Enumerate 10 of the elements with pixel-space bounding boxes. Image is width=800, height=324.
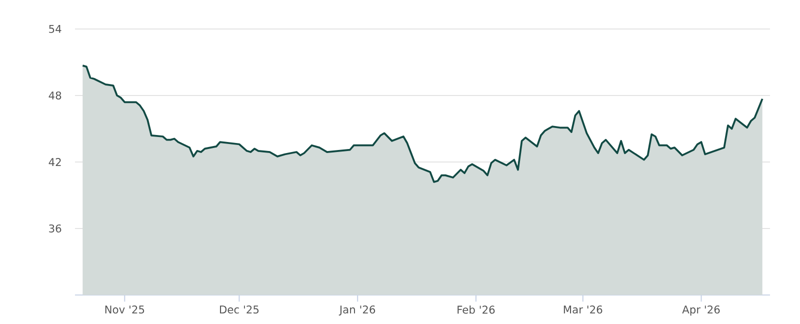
x-tick-label: Nov '25 [105, 305, 144, 314]
x-tick-label: Mar '26 [564, 305, 602, 314]
y-tick-label: 42 [48, 158, 61, 166]
y-tick-label: 48 [48, 91, 62, 100]
y-tick-label: 54 [49, 25, 62, 33]
x-tick-label: Apr '26 [682, 305, 720, 316]
y-tick-label: 36 [49, 224, 62, 233]
x-tick-label: Feb '26 [458, 305, 495, 314]
x-tick-label: Dec '25 [220, 305, 259, 314]
x-tick-label: Jan '26 [338, 305, 376, 316]
